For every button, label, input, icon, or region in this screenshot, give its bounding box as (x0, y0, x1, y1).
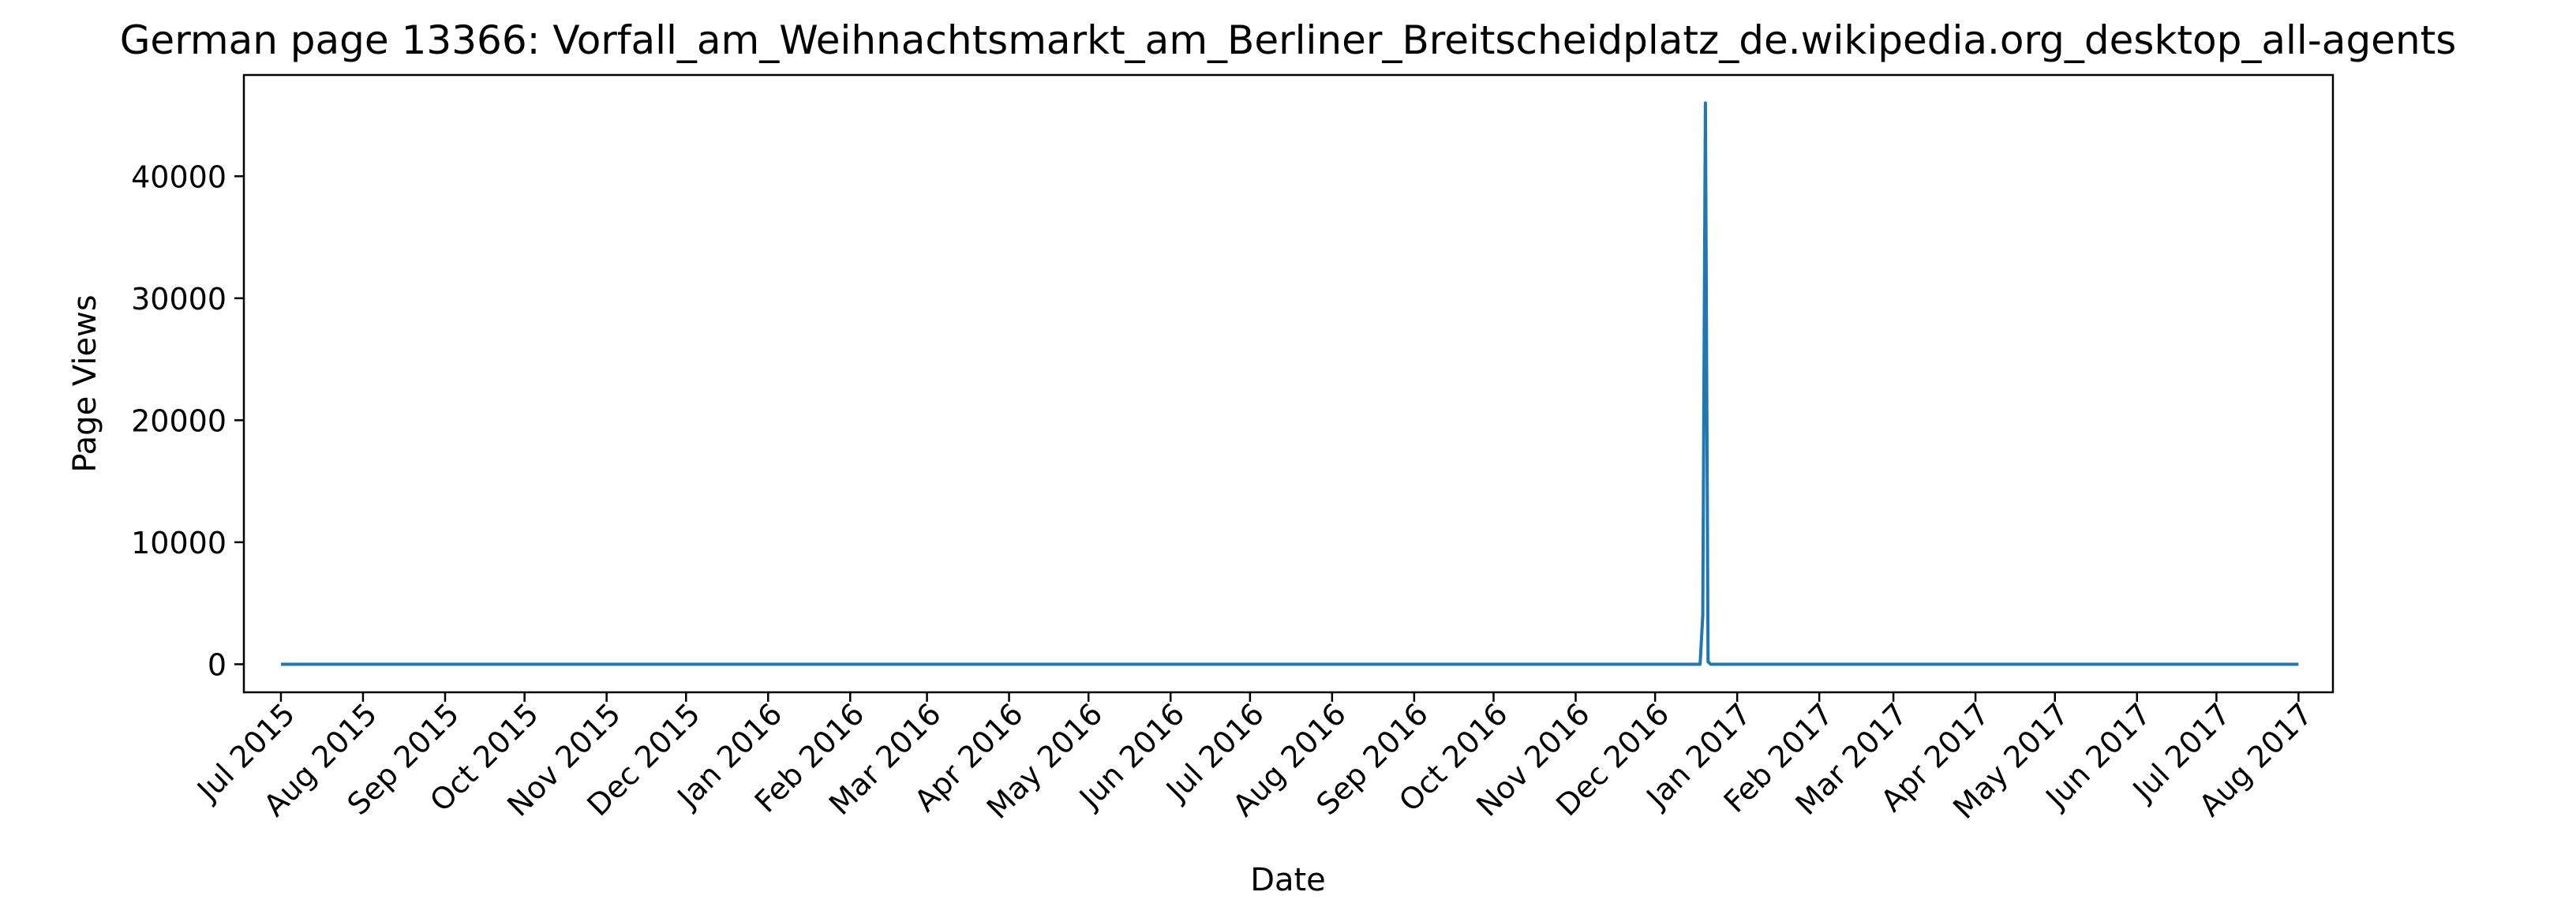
y-axis-label: Page Views (67, 294, 103, 472)
y-tick-label: 40000 (131, 159, 227, 194)
y-axis-ticks: 0 10000 20000 30000 40000 (131, 159, 244, 682)
y-tick-label: 10000 (131, 526, 227, 560)
series-line-0 (280, 101, 2299, 666)
axes-frame (242, 73, 2334, 694)
y-tick-label: 20000 (131, 403, 227, 438)
plot-area (280, 101, 2299, 666)
y-tick-label: 30000 (131, 282, 227, 317)
chart-title: German page 13366: Vorfall_am_Weihnachts… (120, 17, 2457, 63)
x-axis-label: Date (1250, 862, 1326, 898)
y-tick-label: 0 (208, 647, 227, 682)
